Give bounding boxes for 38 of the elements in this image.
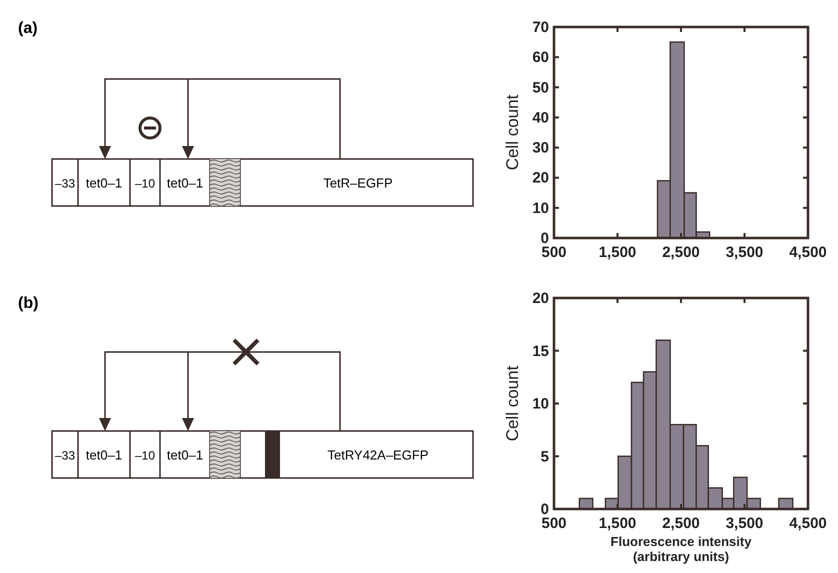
y-tick-label: 10 xyxy=(532,200,549,217)
text: tet0–1 xyxy=(86,448,122,462)
text: TetR–EGFP xyxy=(323,176,393,190)
y-tick-label: 60 xyxy=(532,49,549,66)
y-tick-label: 30 xyxy=(532,140,549,157)
y-axis-title: Cell count xyxy=(503,365,522,442)
x-tick-label: 3,500 xyxy=(726,515,764,532)
y-tick-label: 70 xyxy=(532,19,549,36)
y-tick-label: 5 xyxy=(540,448,549,466)
y-tick-label: 0 xyxy=(540,230,549,247)
x-tick-label: 500 xyxy=(541,244,567,261)
x-tick-label: 500 xyxy=(541,515,567,532)
text: tet0–1 xyxy=(166,448,204,462)
x-tick-label: 1,500 xyxy=(598,244,636,261)
y-tick-label: 50 xyxy=(532,79,549,96)
y-tick-label: 20 xyxy=(532,290,549,307)
x-tick-label: 2,500 xyxy=(662,244,700,261)
text: (a) xyxy=(18,20,38,37)
x-tick-label: 4,500 xyxy=(789,515,827,532)
text: –10 xyxy=(134,448,156,462)
text: TetRY42A–EGFP xyxy=(328,448,428,462)
x-tick-label: 1,500 xyxy=(598,515,636,532)
y-axis-title: Cell count xyxy=(503,94,522,170)
text: tet0–1 xyxy=(166,176,204,190)
y-tick-label: 10 xyxy=(532,396,549,412)
x-tick-label: 2,500 xyxy=(662,515,700,532)
text: –33 xyxy=(54,448,76,462)
text: tet0–1 xyxy=(86,176,122,190)
text: –10 xyxy=(134,176,156,190)
y-tick-label: 15 xyxy=(532,342,549,360)
text: –33 xyxy=(54,176,76,190)
x-tick-label: 4,500 xyxy=(789,244,827,261)
text: (b) xyxy=(18,295,38,312)
x-axis-title: Fluorescence intensity (arbitrary units) xyxy=(610,534,752,564)
y-tick-label: 0 xyxy=(540,501,549,518)
x-tick-label: 3,500 xyxy=(726,244,764,261)
y-tick-label: 20 xyxy=(532,170,549,187)
y-tick-label: 40 xyxy=(532,109,549,126)
